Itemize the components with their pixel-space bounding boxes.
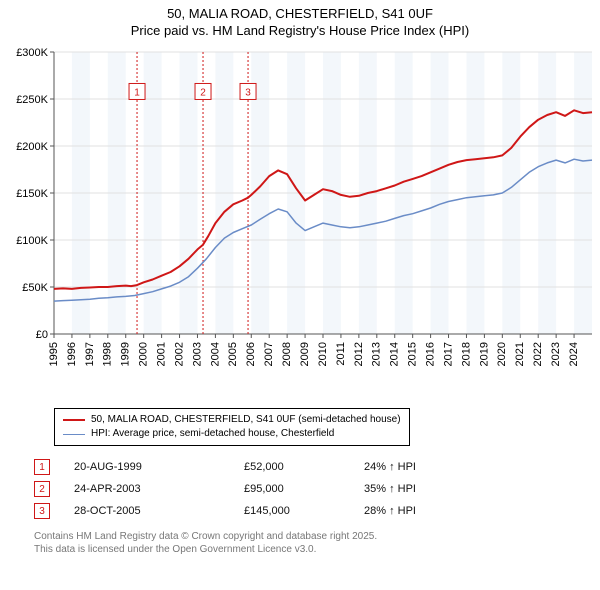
sale-row: 328-OCT-2005£145,00028% ↑ HPI	[34, 500, 494, 522]
sale-index-box: 2	[34, 481, 50, 497]
x-tick-label: 2002	[173, 342, 185, 366]
x-tick-label: 2019	[478, 342, 490, 366]
x-tick-label: 2010	[317, 342, 329, 366]
x-tick-label: 2011	[335, 342, 347, 366]
footer: Contains HM Land Registry data © Crown c…	[34, 530, 377, 556]
x-tick-label: 2020	[496, 342, 508, 366]
sale-price: £145,000	[244, 505, 364, 517]
x-tick-label: 1995	[48, 342, 60, 366]
titles: 50, MALIA ROAD, CHESTERFIELD, S41 0UF Pr…	[0, 0, 600, 38]
y-tick-label: £200K	[16, 141, 48, 153]
sale-diff-hpi: 35% ↑ HPI	[364, 483, 494, 495]
legend-item: 50, MALIA ROAD, CHESTERFIELD, S41 0UF (s…	[63, 413, 401, 427]
x-tick-label: 2008	[281, 342, 293, 366]
sale-marker-index: 2	[200, 87, 206, 98]
sale-date: 28-OCT-2005	[50, 505, 244, 517]
sales-table: 120-AUG-1999£52,00024% ↑ HPI224-APR-2003…	[34, 456, 494, 522]
legend: 50, MALIA ROAD, CHESTERFIELD, S41 0UF (s…	[54, 408, 410, 446]
sale-index-box: 1	[34, 459, 50, 475]
y-tick-label: £0	[36, 329, 48, 341]
y-tick-label: £300K	[16, 47, 48, 59]
x-tick-label: 2007	[263, 342, 275, 366]
figure-root: 50, MALIA ROAD, CHESTERFIELD, S41 0UF Pr…	[0, 0, 600, 590]
x-tick-label: 2022	[532, 342, 544, 366]
title-subtitle: Price paid vs. HM Land Registry's House …	[0, 23, 600, 38]
x-tick-label: 1997	[84, 342, 96, 366]
x-tick-label: 2001	[156, 342, 168, 366]
footer-line1: Contains HM Land Registry data © Crown c…	[34, 530, 377, 543]
x-tick-label: 2018	[460, 342, 472, 366]
x-tick-label: 2017	[442, 342, 454, 366]
y-tick-label: £50K	[22, 282, 48, 294]
sale-marker-index: 1	[134, 87, 140, 98]
legend-swatch	[63, 419, 85, 421]
x-tick-label: 2012	[353, 342, 365, 366]
x-tick-label: 2015	[407, 342, 419, 366]
chart-area: £0 £50K £100K £150K £200K £250K £300K 1995 1996 1…	[0, 44, 600, 374]
x-tick-label: 2003	[191, 342, 203, 366]
x-tick-label: 2024	[568, 342, 580, 366]
y-tick-label: £100K	[16, 235, 48, 247]
sale-price: £95,000	[244, 483, 364, 495]
x-tick-label: 1996	[66, 342, 78, 366]
x-tick-label: 2014	[389, 342, 401, 366]
x-tick-label: 1998	[102, 342, 114, 366]
y-tick-label: £250K	[16, 94, 48, 106]
x-tick-label: 2013	[371, 342, 383, 366]
chart-svg: £0 £50K £100K £150K £200K £250K £300K 1995 1996 1…	[0, 44, 600, 374]
x-tick-label: 2000	[138, 342, 150, 366]
sale-price: £52,000	[244, 461, 364, 473]
x-tick-label: 2023	[550, 342, 562, 366]
sale-diff-hpi: 24% ↑ HPI	[364, 461, 494, 473]
x-tick-label: 2006	[245, 342, 257, 366]
title-address: 50, MALIA ROAD, CHESTERFIELD, S41 0UF	[0, 6, 600, 21]
legend-label: 50, MALIA ROAD, CHESTERFIELD, S41 0UF (s…	[91, 413, 401, 427]
sale-date: 24-APR-2003	[50, 483, 244, 495]
sale-marker-index: 3	[245, 87, 251, 98]
sale-diff-hpi: 28% ↑ HPI	[364, 505, 494, 517]
sale-row: 224-APR-2003£95,00035% ↑ HPI	[34, 478, 494, 500]
x-tick-label: 2009	[299, 342, 311, 366]
sale-row: 120-AUG-1999£52,00024% ↑ HPI	[34, 456, 494, 478]
sale-index-box: 3	[34, 503, 50, 519]
legend-swatch	[63, 434, 85, 435]
x-tick-label: 2016	[425, 342, 437, 366]
x-tick-label: 2004	[209, 342, 221, 366]
sale-date: 20-AUG-1999	[50, 461, 244, 473]
legend-label: HPI: Average price, semi-detached house,…	[91, 427, 334, 441]
x-tick-label: 2021	[514, 342, 526, 366]
x-tick-label: 1999	[120, 342, 132, 366]
x-tick-label: 2005	[227, 342, 239, 366]
legend-item: HPI: Average price, semi-detached house,…	[63, 427, 401, 441]
y-tick-label: £150K	[16, 188, 48, 200]
footer-line2: This data is licensed under the Open Gov…	[34, 543, 377, 556]
